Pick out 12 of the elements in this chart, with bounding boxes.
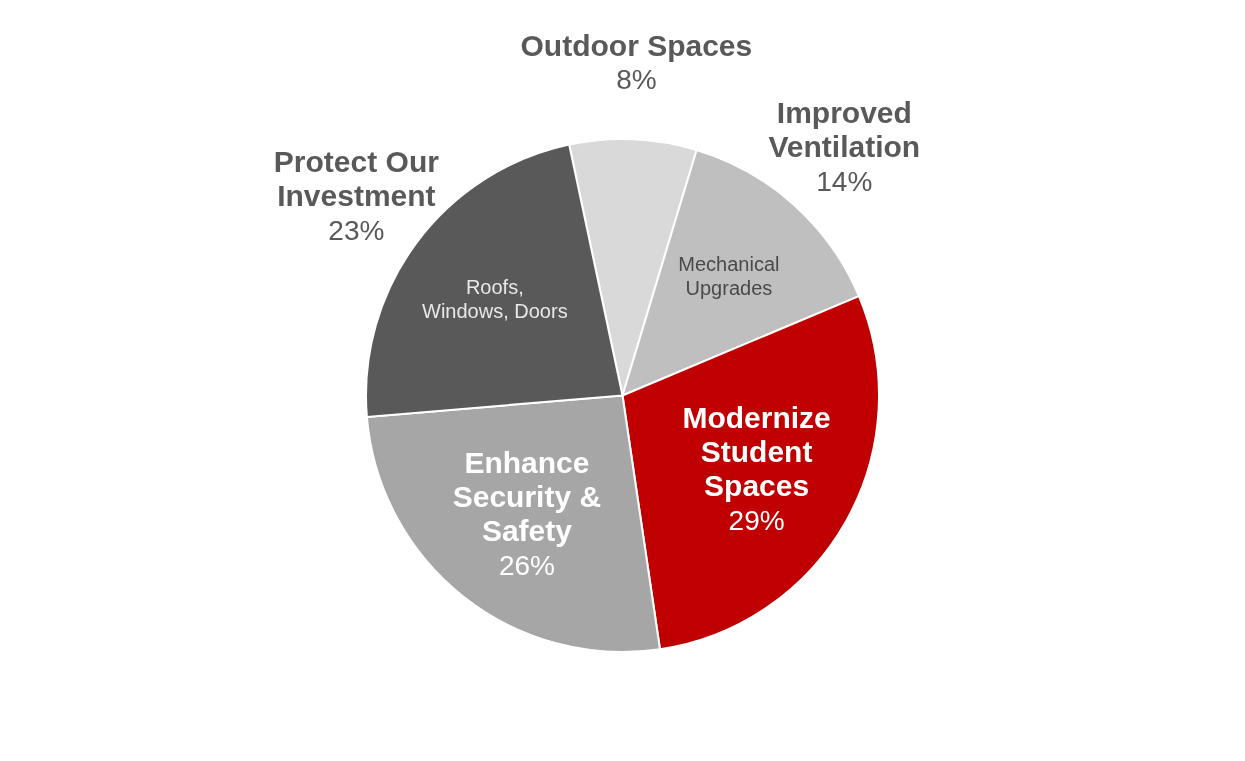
slice-label: Enhance Security & Safety (452, 446, 602, 548)
data-label: 26% (498, 549, 555, 581)
text: Mechanical Upgrades (678, 252, 780, 299)
slice-label: Improved Ventilation (768, 96, 921, 164)
data-label: 23% (328, 214, 385, 246)
slice-label: Protect Our Investment (273, 145, 440, 213)
data-label: 29% (728, 504, 785, 536)
data-label: 8% (616, 64, 657, 96)
text: Roofs, Windows, Doors (422, 276, 568, 323)
data-label: 14% (816, 165, 873, 197)
slice-label: Modernize Student Spaces (682, 401, 831, 503)
slice-label: Outdoor Spaces (520, 28, 753, 62)
